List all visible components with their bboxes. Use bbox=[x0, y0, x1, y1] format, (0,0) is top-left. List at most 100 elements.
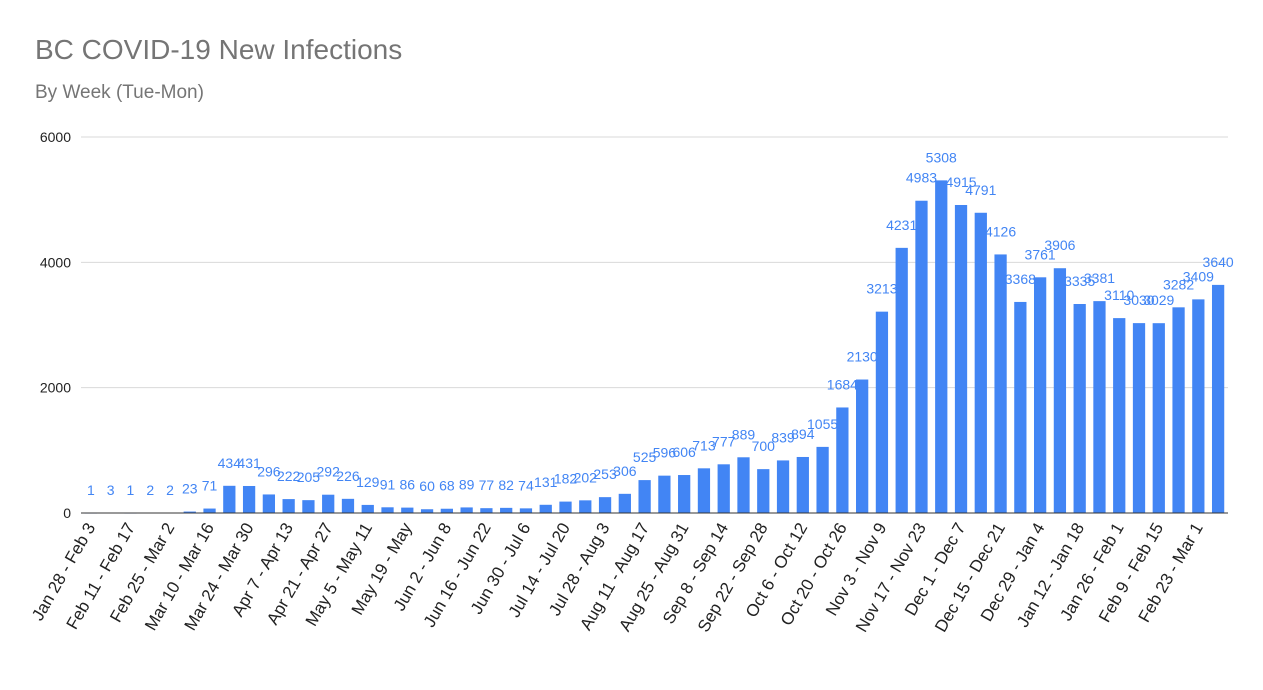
bar bbox=[1053, 268, 1067, 513]
bar bbox=[638, 480, 651, 513]
bar bbox=[737, 457, 750, 513]
data-label: 2 bbox=[166, 482, 174, 498]
bar bbox=[579, 500, 592, 513]
data-label: 3381 bbox=[1084, 270, 1115, 286]
data-label: 777 bbox=[712, 433, 736, 449]
bar bbox=[1172, 307, 1185, 513]
bar bbox=[994, 254, 1007, 514]
data-label: 306 bbox=[613, 463, 637, 479]
y-tick-label: 2000 bbox=[40, 380, 71, 396]
data-label: 3029 bbox=[1143, 292, 1174, 308]
bar bbox=[223, 485, 236, 513]
data-label: 1684 bbox=[827, 376, 858, 392]
data-label: 4126 bbox=[985, 223, 1016, 239]
y-tick-label: 0 bbox=[63, 505, 71, 521]
data-label: 434 bbox=[218, 455, 242, 471]
y-axis-tick-labels: 0 2000 4000 6000 bbox=[40, 129, 71, 521]
chart-subtitle: By Week (Tue-Mon) bbox=[35, 82, 204, 103]
bar bbox=[618, 493, 631, 513]
bar bbox=[776, 460, 790, 513]
bar bbox=[361, 504, 374, 513]
data-label: 3409 bbox=[1183, 268, 1214, 284]
data-label: 3213 bbox=[866, 281, 897, 297]
bar bbox=[242, 485, 256, 513]
data-label: 3110 bbox=[1104, 287, 1134, 303]
data-label: 4231 bbox=[886, 217, 917, 233]
data-label: 129 bbox=[356, 474, 380, 490]
data-label: 1 bbox=[87, 482, 95, 498]
data-label: 4791 bbox=[965, 182, 996, 198]
bar bbox=[757, 469, 770, 513]
data-label: 86 bbox=[400, 477, 416, 493]
bar bbox=[598, 497, 612, 513]
bar bbox=[519, 508, 533, 513]
bar bbox=[1014, 301, 1027, 513]
bar bbox=[480, 508, 493, 513]
data-label: 91 bbox=[380, 476, 396, 492]
data-label: 700 bbox=[752, 438, 776, 454]
chart-title: BC COVID-19 New Infections bbox=[35, 34, 403, 65]
bar bbox=[1033, 277, 1047, 513]
bar bbox=[203, 508, 216, 513]
data-label: 3906 bbox=[1044, 237, 1075, 253]
data-label: 77 bbox=[479, 477, 495, 493]
bar bbox=[935, 180, 948, 513]
bar bbox=[1152, 323, 1165, 513]
y-tick-label: 4000 bbox=[40, 254, 71, 270]
data-label: 606 bbox=[672, 444, 696, 460]
bar bbox=[1113, 318, 1126, 513]
bar bbox=[460, 507, 473, 513]
bar bbox=[697, 468, 711, 513]
data-label: 3282 bbox=[1163, 276, 1194, 292]
data-label: 205 bbox=[297, 469, 321, 485]
bar bbox=[1132, 323, 1146, 513]
bar bbox=[420, 509, 434, 513]
bar bbox=[341, 498, 355, 513]
data-label: 713 bbox=[692, 437, 716, 453]
data-label: 1055 bbox=[807, 416, 838, 432]
data-label: 3 bbox=[107, 482, 115, 498]
data-label: 68 bbox=[439, 478, 455, 494]
bar bbox=[539, 504, 552, 513]
bar bbox=[500, 507, 513, 513]
data-label: 839 bbox=[771, 429, 795, 445]
data-label: 74 bbox=[518, 477, 534, 493]
data-label: 82 bbox=[498, 477, 514, 493]
data-label: 226 bbox=[336, 468, 360, 484]
data-label: 2130 bbox=[847, 349, 878, 365]
bar bbox=[1073, 304, 1086, 513]
bar bbox=[856, 379, 869, 513]
data-label: 431 bbox=[237, 455, 261, 471]
bar bbox=[658, 475, 671, 513]
data-label: 202 bbox=[574, 469, 598, 485]
bar bbox=[915, 200, 928, 513]
data-label: 296 bbox=[257, 463, 281, 479]
data-label: 3030 bbox=[1123, 292, 1154, 308]
bar bbox=[322, 494, 335, 513]
bar bbox=[816, 446, 829, 513]
bar bbox=[895, 247, 908, 513]
data-label: 89 bbox=[459, 476, 475, 492]
data-label: 894 bbox=[791, 426, 815, 442]
bar bbox=[1192, 299, 1205, 513]
data-label: 23 bbox=[182, 481, 198, 497]
bar bbox=[954, 204, 968, 513]
data-label: 1 bbox=[127, 482, 135, 498]
data-label: 3640 bbox=[1203, 254, 1234, 270]
data-label: 4983 bbox=[906, 170, 937, 186]
bar bbox=[1093, 301, 1106, 513]
data-label: 525 bbox=[633, 449, 657, 465]
y-tick-label: 6000 bbox=[40, 129, 71, 145]
data-label: 292 bbox=[317, 464, 341, 480]
bar bbox=[381, 507, 394, 513]
data-label: 222 bbox=[277, 468, 301, 484]
bar bbox=[678, 475, 691, 513]
data-label: 2 bbox=[146, 482, 154, 498]
bar bbox=[262, 494, 276, 513]
data-label: 253 bbox=[593, 466, 617, 482]
data-label: 3761 bbox=[1025, 246, 1056, 262]
bar bbox=[796, 456, 809, 513]
bar bbox=[974, 212, 987, 513]
